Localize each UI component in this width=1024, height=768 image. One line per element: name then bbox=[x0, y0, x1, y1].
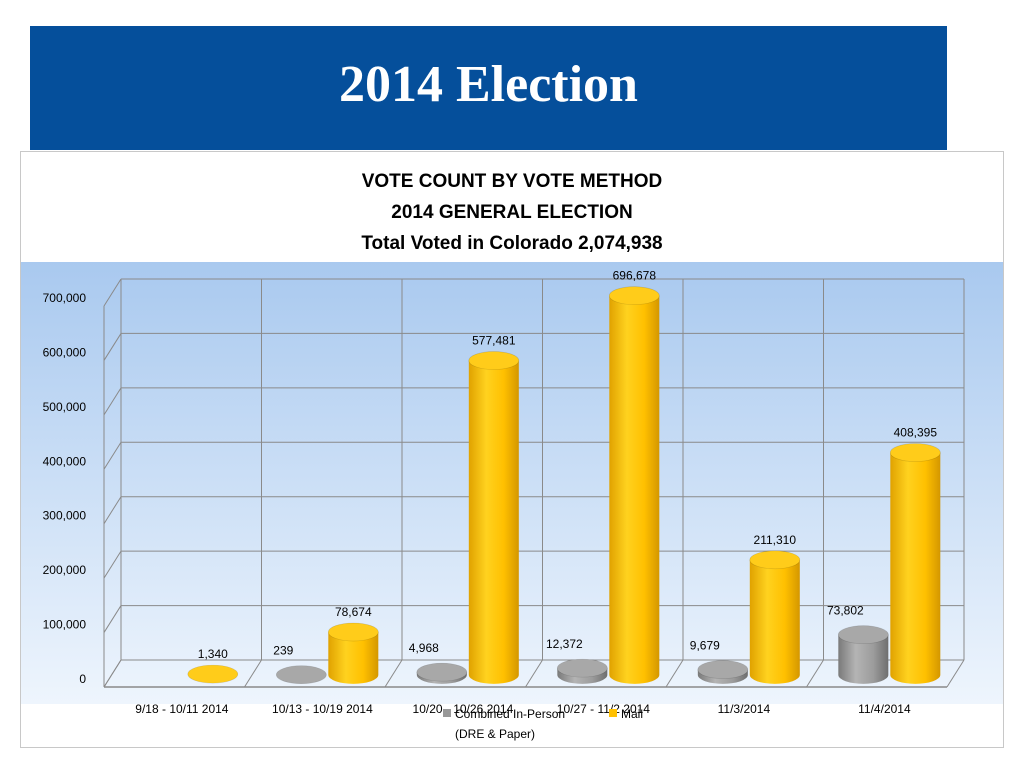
data-label: 239 bbox=[273, 644, 293, 658]
legend-swatch bbox=[609, 709, 617, 717]
floor-gridline bbox=[665, 659, 684, 688]
bar-mail bbox=[609, 286, 660, 684]
floor-gridline bbox=[384, 659, 403, 688]
chart-legend: Combined In-Person (DRE & Paper) Mail bbox=[443, 707, 643, 741]
bar-mail bbox=[468, 351, 520, 684]
x-tick-label: 10/13 - 10/19 2014 bbox=[272, 702, 373, 716]
bar-mail bbox=[749, 550, 801, 684]
bar-in-person bbox=[697, 660, 749, 684]
data-label: 4,968 bbox=[409, 641, 439, 655]
side-gridline bbox=[103, 333, 122, 361]
floor-gridline bbox=[525, 659, 543, 688]
y-axis: 0 100,000 200,000 300,000 400,000 500,000 600,… bbox=[43, 291, 87, 686]
bar-mail bbox=[328, 622, 379, 684]
y-tick-label: 200,000 bbox=[43, 563, 87, 577]
chart-bars bbox=[187, 286, 941, 685]
legend-label: Mail bbox=[621, 707, 643, 721]
bar-in-person bbox=[416, 662, 468, 684]
data-label: 1,340 bbox=[198, 647, 228, 661]
side-gridline bbox=[103, 496, 122, 524]
slide-title: 2014 Election bbox=[339, 55, 638, 113]
side-gridline bbox=[103, 605, 122, 633]
bar-mail bbox=[890, 443, 941, 684]
bar-in-person bbox=[557, 658, 608, 684]
legend-label: Combined In-Person bbox=[455, 707, 565, 721]
chart-title: VOTE COUNT BY VOTE METHOD 2014 GENERAL EL… bbox=[361, 171, 662, 254]
floor-gridline bbox=[946, 659, 965, 688]
side-gridline bbox=[103, 387, 122, 416]
data-label: 408,395 bbox=[894, 426, 938, 440]
bar-in-person bbox=[838, 625, 889, 684]
side-gridline bbox=[103, 278, 122, 307]
vote-count-chart: VOTE COUNT BY VOTE METHOD 2014 GENERAL EL… bbox=[21, 171, 1003, 741]
chart-grid bbox=[103, 278, 965, 688]
x-axis: 9/18 - 10/11 2014 10/13 - 10/19 2014 10/20… bbox=[135, 702, 911, 716]
y-tick-label: 400,000 bbox=[43, 454, 87, 468]
y-tick-label: 100,000 bbox=[43, 618, 87, 632]
y-tick-label: 500,000 bbox=[43, 400, 87, 414]
data-label: 696,678 bbox=[613, 269, 657, 283]
data-label: 9,679 bbox=[690, 639, 720, 653]
x-tick-label: 11/4/2014 bbox=[858, 702, 911, 716]
floor-gridline bbox=[244, 659, 262, 688]
y-tick-label: 300,000 bbox=[43, 509, 87, 523]
x-tick-label: 11/3/2014 bbox=[718, 702, 771, 716]
floor-gridline bbox=[103, 659, 122, 688]
data-label: 73,802 bbox=[827, 604, 864, 618]
side-gridline bbox=[103, 442, 122, 470]
slide-header: 2014 Election bbox=[30, 26, 947, 150]
chart-title-line-3: Total Voted in Colorado 2,074,938 bbox=[361, 233, 662, 254]
bar-in-person bbox=[276, 665, 327, 685]
data-label: 78,674 bbox=[335, 605, 372, 619]
x-tick-label: 10/20 - 10/26 2014 bbox=[413, 702, 514, 716]
chart-title-line-2: 2014 GENERAL ELECTION bbox=[391, 202, 632, 223]
chart-frame: VOTE COUNT BY VOTE METHOD 2014 GENERAL EL… bbox=[20, 151, 1004, 748]
x-tick-label: 10/27 - 11/2 2014 bbox=[557, 702, 651, 716]
y-tick-label: 600,000 bbox=[43, 345, 87, 359]
y-tick-label: 0 bbox=[79, 672, 86, 686]
data-label: 577,481 bbox=[472, 334, 516, 348]
x-tick-label: 9/18 - 10/11 2014 bbox=[135, 702, 229, 716]
data-label: 12,372 bbox=[546, 637, 583, 651]
side-gridline bbox=[103, 550, 122, 579]
bar-mail bbox=[187, 664, 239, 684]
y-tick-label: 700,000 bbox=[43, 291, 87, 305]
data-label: 211,310 bbox=[754, 533, 797, 547]
chart-title-line-1: VOTE COUNT BY VOTE METHOD bbox=[362, 171, 663, 192]
floor-gridline bbox=[806, 659, 824, 688]
legend-swatch bbox=[443, 709, 451, 717]
legend-label: (DRE & Paper) bbox=[455, 727, 535, 741]
data-labels: 239 4,968 12,372 9,679 73,802 1,340 78,674 577,… bbox=[198, 269, 938, 661]
